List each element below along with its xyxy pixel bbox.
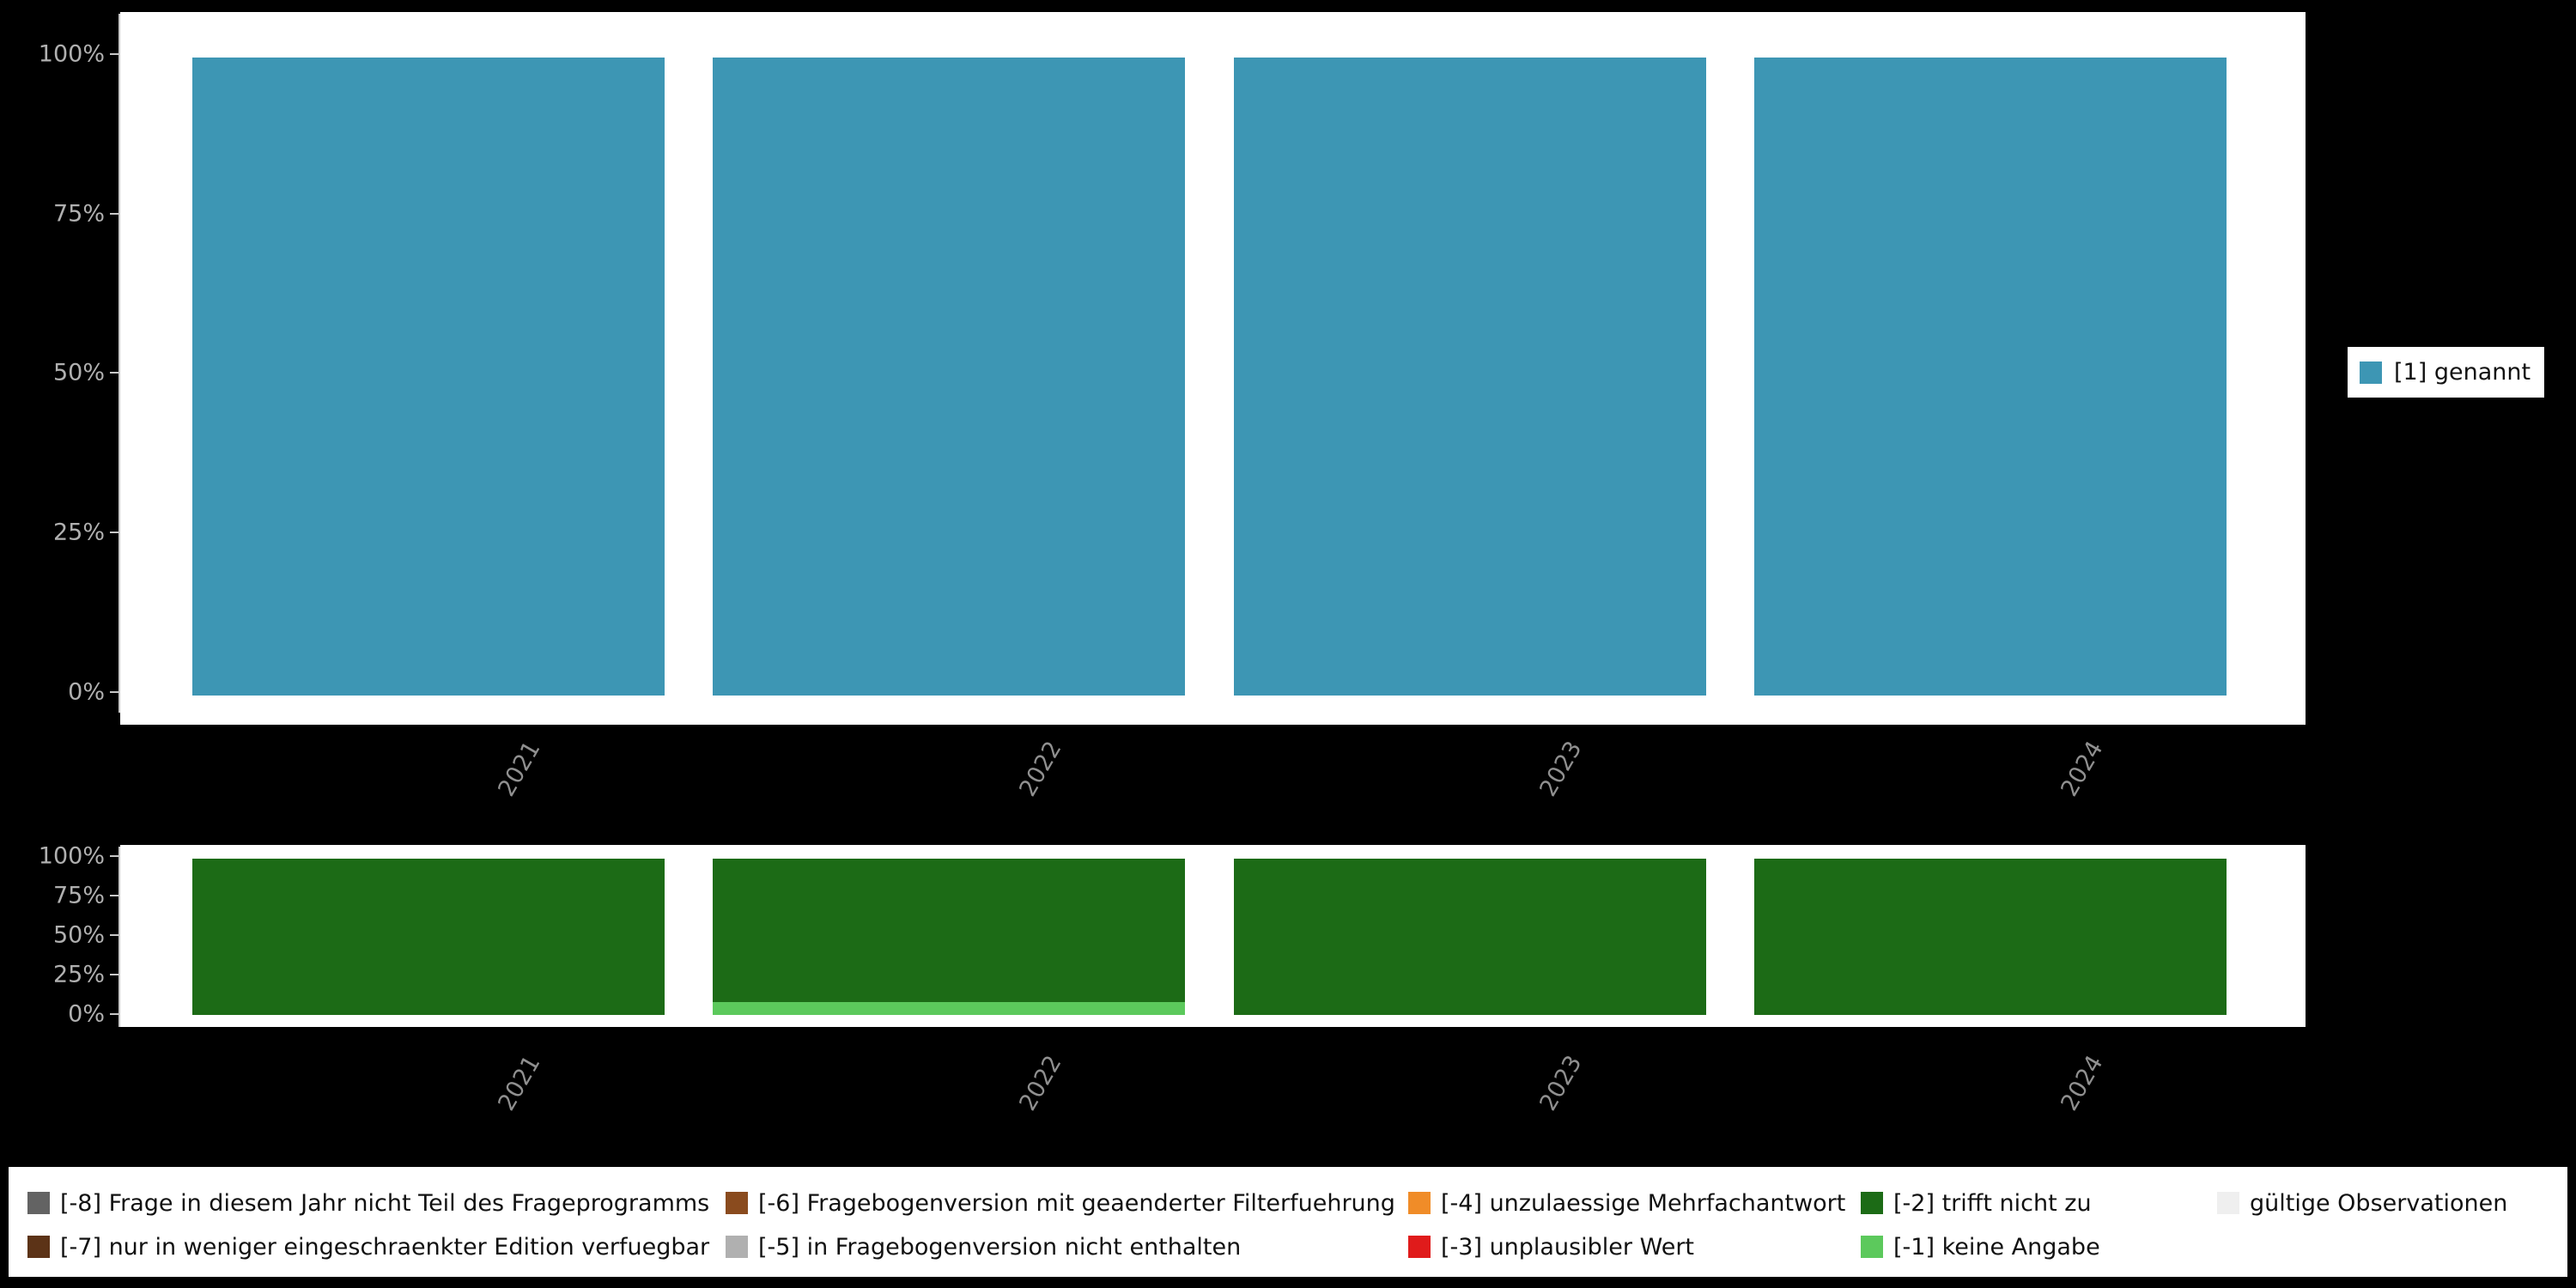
lower-ytick-label-0: 0% — [68, 1000, 105, 1028]
legend-label-genannt: [1] genannt — [2394, 359, 2531, 386]
legend-swatch-gueltige — [2217, 1192, 2239, 1214]
legend-swatch-minus8 — [27, 1192, 50, 1214]
bar-2021-trifft-nicht-zu — [192, 859, 665, 1015]
legend-swatch-minus7 — [27, 1236, 50, 1258]
upper-ytick-mark-50 — [110, 372, 120, 374]
legend-swatch-minus1 — [1861, 1236, 1883, 1258]
lower-xtick-2023: 2023 — [1534, 1051, 1588, 1116]
legend-entry-minus4: [-4] unzulaessige Mehrfachantwort — [1408, 1186, 1845, 1220]
lower-ytick-mark-100 — [110, 855, 120, 857]
legend-entry-minus2: [-2] trifft nicht zu — [1861, 1186, 2092, 1220]
legend-entry-minus7: [-7] nur in weniger eingeschraenkter Edi… — [27, 1230, 709, 1264]
main-plot-area — [120, 12, 2306, 725]
legend-label-minus6: [-6] Fragebogenversion mit geaenderter F… — [758, 1189, 1395, 1217]
upper-y-axis-line — [118, 14, 120, 713]
legend-label-minus8: [-8] Frage in diesem Jahr nicht Teil des… — [60, 1189, 710, 1217]
upper-ytick-mark-100 — [110, 53, 120, 55]
bar-2022-keine-angabe — [713, 1002, 1185, 1015]
upper-ytick-label-25: 25% — [52, 519, 105, 546]
upper-ytick-label-100: 100% — [38, 40, 105, 68]
legend-swatch-minus6 — [726, 1192, 748, 1214]
upper-ytick-mark-25 — [110, 532, 120, 533]
upper-ytick-label-50: 50% — [52, 359, 105, 386]
legend-entry-minus1: [-1] keine Angabe — [1861, 1230, 2100, 1264]
lower-ytick-label-50: 50% — [52, 921, 105, 949]
upper-ytick-label-75: 75% — [52, 200, 105, 228]
legend-swatch-minus2 — [1861, 1192, 1883, 1214]
lower-ytick-mark-50 — [110, 934, 120, 936]
legend-swatch-genannt — [2360, 361, 2382, 384]
lower-ytick-label-25: 25% — [52, 961, 105, 988]
bar-2022-genannt — [713, 58, 1185, 696]
missings-chart-panel — [120, 845, 2306, 1027]
legend-entry-minus3: [-3] unplausibler Wert — [1408, 1230, 1694, 1264]
missings-plot-area — [120, 845, 2306, 1027]
legend-label-gueltige: gültige Observationen — [2250, 1189, 2508, 1217]
upper-xtick-2022: 2022 — [1014, 737, 1067, 802]
legend-entry-gueltige: gültige Observationen — [2217, 1186, 2507, 1220]
legend-label-minus1: [-1] keine Angabe — [1893, 1233, 2100, 1261]
legend-right: [1] genannt — [2348, 347, 2545, 398]
main-chart-panel — [120, 12, 2306, 725]
lower-ytick-label-100: 100% — [38, 842, 105, 870]
bar-2024-trifft-nicht-zu — [1754, 859, 2227, 1015]
bar-2021-genannt — [192, 58, 665, 696]
upper-ytick-label-0: 0% — [68, 678, 105, 706]
bar-2024-genannt — [1754, 58, 2227, 696]
upper-xtick-2021: 2021 — [493, 737, 546, 802]
upper-xtick-2023: 2023 — [1534, 737, 1588, 802]
bar-2022-trifft-nicht-zu — [713, 859, 1185, 1002]
lower-ytick-mark-25 — [110, 974, 120, 975]
legend-swatch-minus3 — [1408, 1236, 1431, 1258]
legend-entry-minus8: [-8] Frage in diesem Jahr nicht Teil des… — [27, 1186, 709, 1220]
upper-ytick-mark-75 — [110, 213, 120, 215]
lower-xtick-2021: 2021 — [493, 1051, 546, 1116]
lower-ytick-mark-75 — [110, 895, 120, 896]
upper-xtick-2024: 2024 — [2056, 737, 2109, 802]
legend-swatch-minus4 — [1408, 1192, 1431, 1214]
lower-y-axis-line — [118, 847, 120, 1027]
legend-label-minus3: [-3] unplausibler Wert — [1441, 1233, 1695, 1261]
bar-2023-genannt — [1234, 58, 1706, 696]
legend-label-minus7: [-7] nur in weniger eingeschraenkter Edi… — [60, 1233, 710, 1261]
legend-label-minus5: [-5] in Fragebogenversion nicht enthalte… — [758, 1233, 1242, 1261]
legend-swatch-minus5 — [726, 1236, 748, 1258]
legend-entry-minus5: [-5] in Fragebogenversion nicht enthalte… — [726, 1230, 1241, 1264]
lower-xtick-2024: 2024 — [2056, 1051, 2109, 1116]
legend-label-minus4: [-4] unzulaessige Mehrfachantwort — [1441, 1189, 1846, 1217]
lower-ytick-label-75: 75% — [52, 882, 105, 909]
lower-ytick-mark-0 — [110, 1013, 120, 1015]
bar-2023-trifft-nicht-zu — [1234, 859, 1706, 1015]
upper-ytick-mark-0 — [110, 691, 120, 693]
legend-bottom: [-8] Frage in diesem Jahr nicht Teil des… — [9, 1167, 2567, 1277]
legend-label-minus2: [-2] trifft nicht zu — [1893, 1189, 2092, 1217]
lower-xtick-2022: 2022 — [1014, 1051, 1067, 1116]
legend-entry-minus6: [-6] Fragebogenversion mit geaenderter F… — [726, 1186, 1395, 1220]
